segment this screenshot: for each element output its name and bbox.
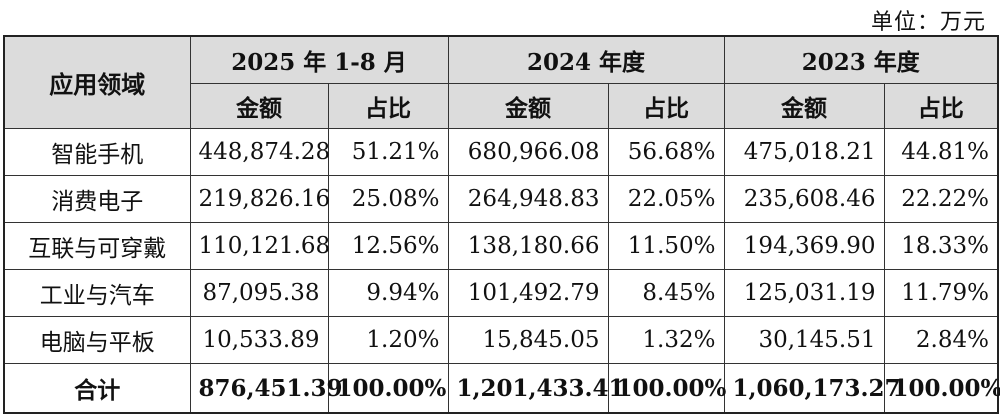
amount-cell: 125,031.19 [723, 269, 885, 317]
total-ratio-cell: 100.00% [607, 363, 726, 414]
table-row: 工业与汽车 87,095.38 9.94% 101,492.79 8.45% 1… [3, 269, 999, 317]
amount-header: 金额 [189, 83, 329, 129]
amount-cell: 264,948.83 [447, 175, 609, 223]
ratio-cell: 9.94% [327, 269, 449, 317]
total-amount-cell: 876,451.39 [189, 363, 343, 414]
header-row-periods: 应用领域 2025 年 1-8 月 2024 年度 2023 年度 [3, 35, 999, 129]
ratio-cell: 56.68% [607, 128, 725, 176]
header-row-measures: 金额 占比 金额 占比 金额 占比 [4, 83, 999, 129]
period-header-2023: 2023 年度 [723, 35, 999, 84]
ratio-header: 占比 [883, 83, 999, 129]
amount-cell: 138,180.66 [447, 222, 609, 270]
domain-cell: 消费电子 [3, 175, 191, 223]
amount-cell: 87,095.38 [189, 269, 329, 317]
total-ratio-cell: 100.00% [327, 363, 449, 414]
amount-cell: 194,369.90 [723, 222, 885, 270]
table-row: 电脑与平板 10,533.89 1.20% 15,845.05 1.32% 30… [3, 316, 999, 364]
period-header-2025: 2025 年 1-8 月 [189, 35, 449, 84]
unit-label: 单位：万元 [870, 10, 986, 35]
total-amount-cell: 1,201,433.41 [447, 363, 625, 414]
domain-cell: 电脑与平板 [3, 316, 191, 364]
amount-cell: 475,018.21 [723, 128, 885, 176]
amount-cell: 448,874.28 [189, 128, 330, 176]
domain-cell: 工业与汽车 [3, 269, 191, 317]
amount-cell: 101,492.79 [447, 269, 609, 317]
total-row: 合计 876,451.39 100.00% 1,201,433.41 100.0… [3, 363, 1000, 414]
ratio-header: 占比 [607, 83, 725, 129]
amount-cell: 15,845.05 [447, 316, 609, 364]
table-row: 智能手机 448,874.28 51.21% 680,966.08 56.68%… [3, 128, 999, 176]
ratio-cell: 22.22% [883, 175, 999, 223]
ratio-cell: 8.45% [607, 269, 725, 317]
amount-cell: 110,121.68 [189, 222, 330, 270]
ratio-cell: 1.32% [607, 316, 725, 364]
total-ratio-cell: 100.00% [883, 363, 1000, 414]
ratio-cell: 25.08% [327, 175, 449, 223]
domain-cell: 智能手机 [3, 128, 191, 176]
amount-cell: 235,608.46 [723, 175, 885, 223]
amount-cell: 30,145.51 [723, 316, 885, 364]
amount-cell: 10,533.89 [189, 316, 329, 364]
ratio-cell: 44.81% [883, 128, 999, 176]
ratio-cell: 11.79% [883, 269, 999, 317]
revenue-by-application-table: 应用领域 2025 年 1-8 月 2024 年度 2023 年度 金额 占比 … [3, 35, 1000, 414]
ratio-cell: 18.33% [883, 222, 999, 270]
ratio-cell: 2.84% [883, 316, 999, 364]
ratio-header: 占比 [327, 83, 449, 129]
ratio-cell: 1.20% [327, 316, 449, 364]
domain-cell: 互联与可穿戴 [3, 222, 191, 270]
total-label: 合计 [3, 363, 191, 414]
ratio-cell: 22.05% [607, 175, 725, 223]
amount-header: 金额 [447, 83, 609, 129]
amount-header: 金额 [723, 83, 885, 129]
table-row: 消费电子 219,826.16 25.08% 264,948.83 22.05%… [3, 175, 999, 223]
ratio-cell: 12.56% [327, 222, 449, 270]
table-row: 互联与可穿戴 110,121.68 12.56% 138,180.66 11.5… [3, 222, 999, 270]
amount-cell: 219,826.16 [189, 175, 330, 223]
total-amount-cell: 1,060,173.27 [723, 363, 901, 414]
domain-column-header: 应用领域 [3, 35, 191, 129]
ratio-cell: 11.50% [607, 222, 725, 270]
ratio-cell: 51.21% [327, 128, 449, 176]
period-header-2024: 2024 年度 [447, 35, 725, 84]
amount-cell: 680,966.08 [447, 128, 609, 176]
